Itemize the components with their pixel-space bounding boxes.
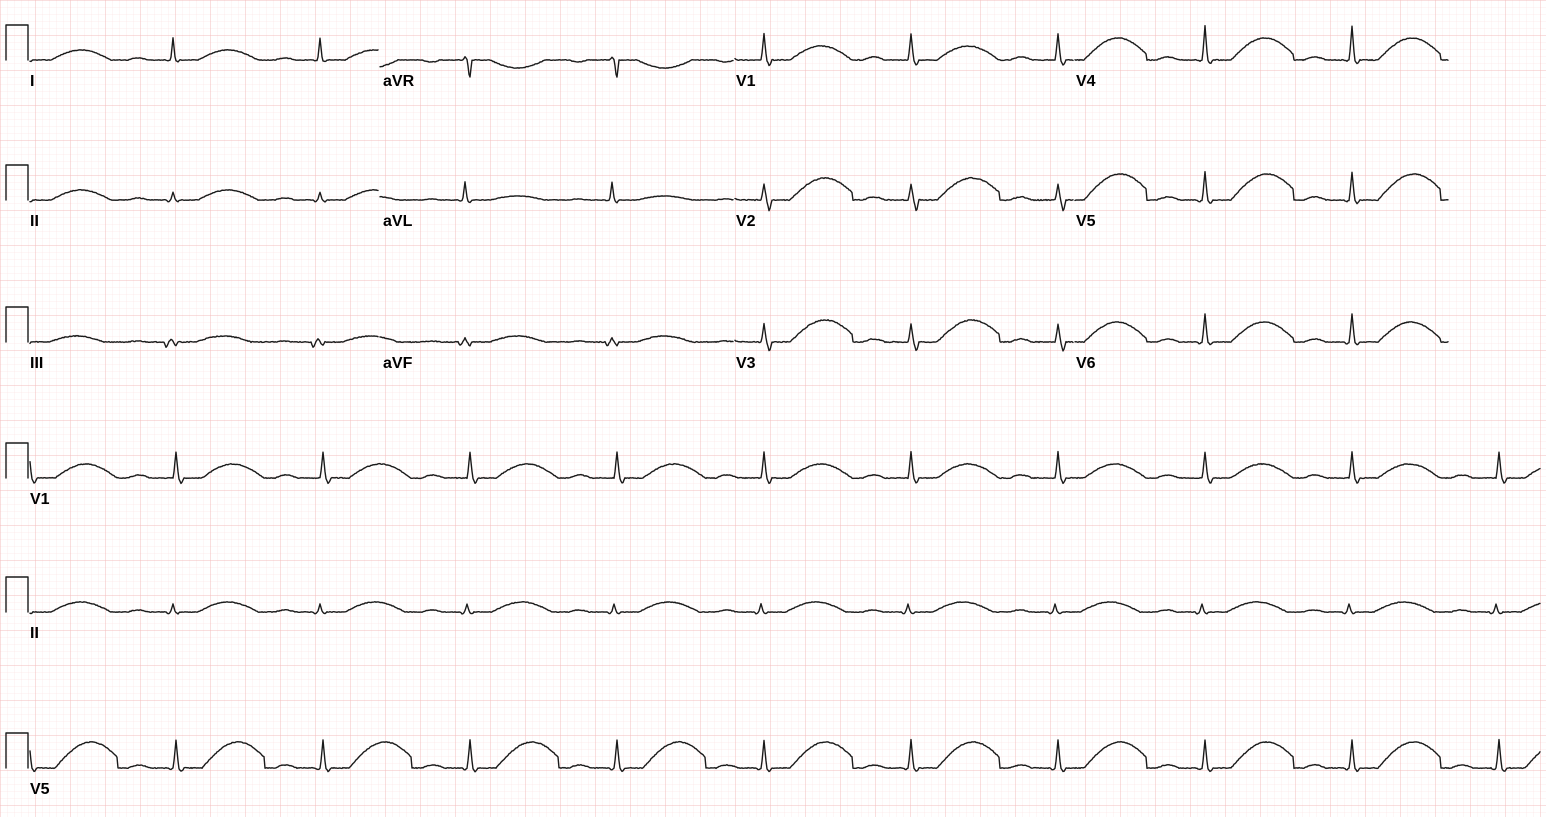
lead-label: V3 [736,355,756,373]
lead-label: aVL [383,213,412,231]
lead-label: aVR [383,73,414,91]
lead-label: aVF [383,355,412,373]
lead-label: V1 [736,73,756,91]
lead-label: V6 [1076,355,1096,373]
ecg-chart: IaVR V1 V4 II aVL V2 V5 III aVF V3 V6 V1 II V5 [0,0,1546,817]
lead-label: V5 [1076,213,1096,231]
lead-label: II [30,213,39,231]
lead-label: II [30,625,39,643]
lead-label: III [30,355,43,373]
lead-label: V4 [1076,73,1096,91]
lead-label: V5 [30,781,50,799]
lead-label: V2 [736,213,756,231]
lead-label: I [30,73,34,91]
ecg-svg [0,0,1546,817]
lead-label: V1 [30,491,50,509]
